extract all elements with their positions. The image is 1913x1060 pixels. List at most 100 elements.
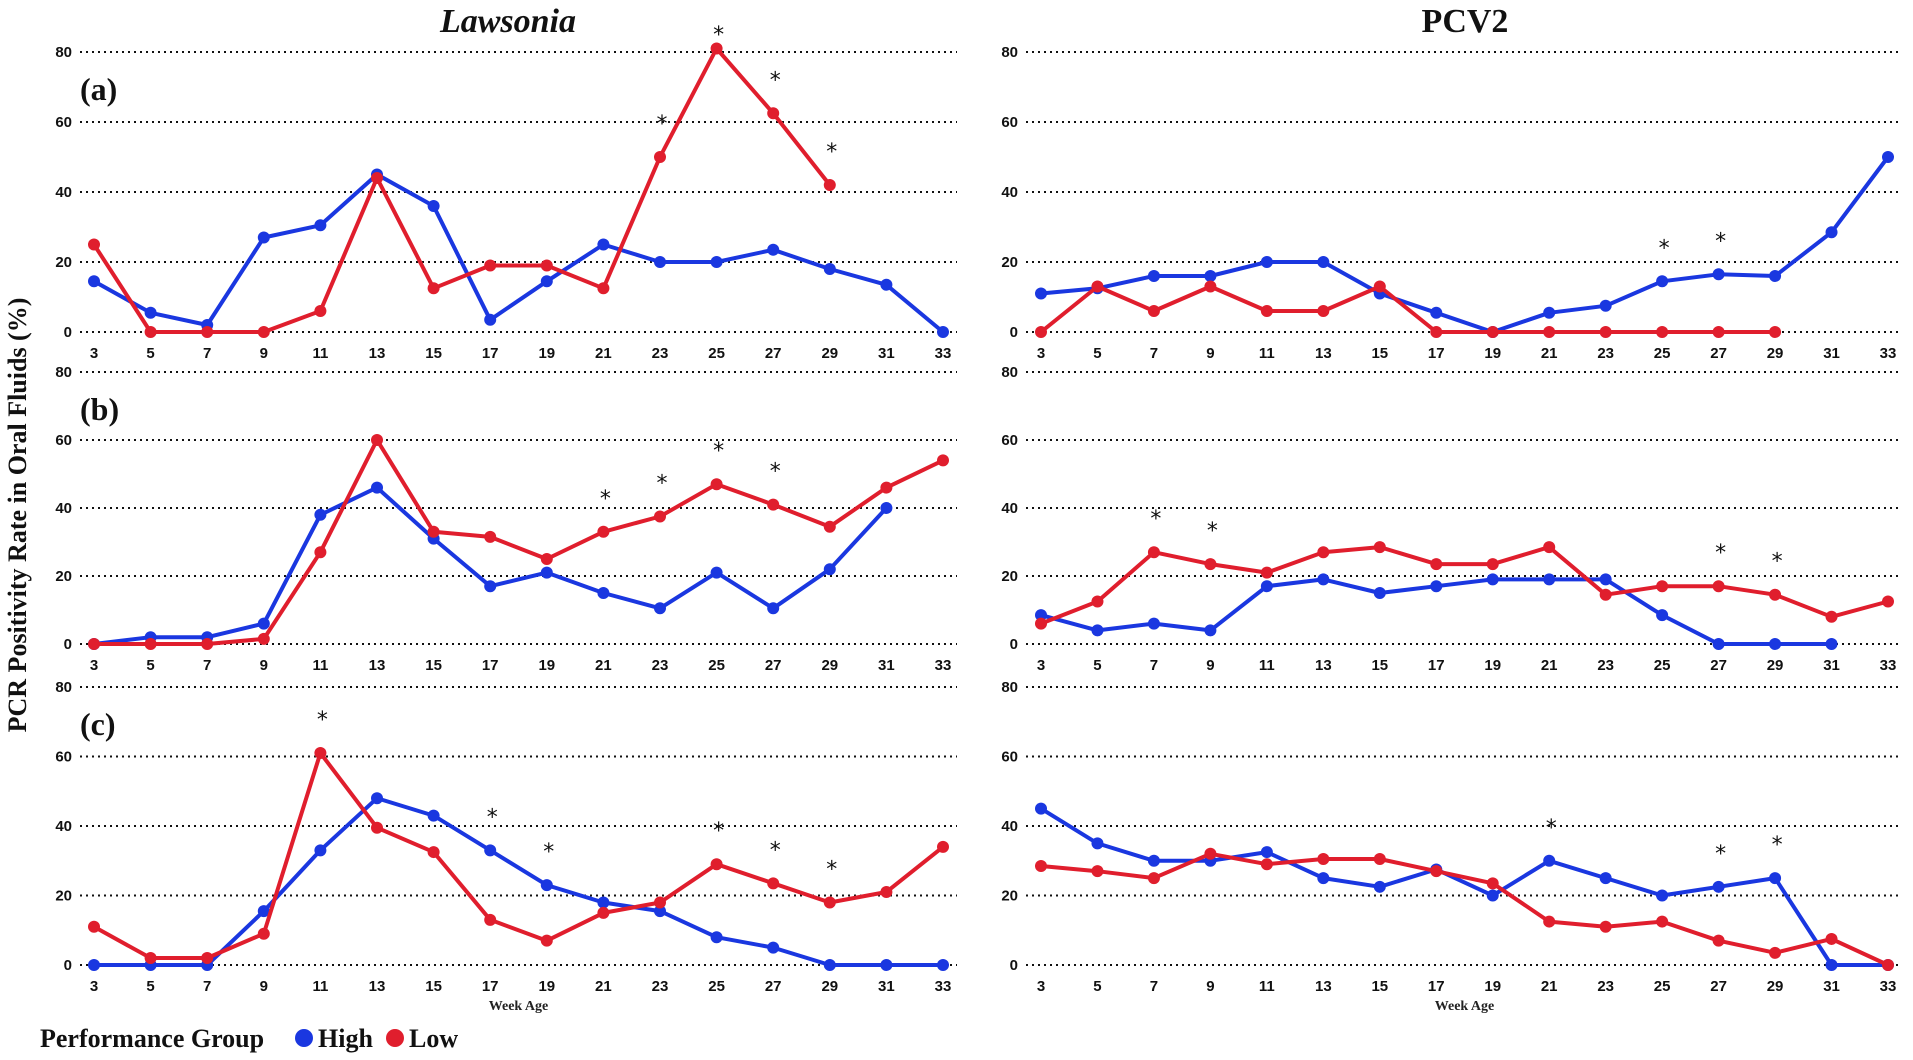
x-tick-label-5: 5 bbox=[146, 978, 154, 995]
point-low-week-25 bbox=[710, 42, 723, 55]
point-high-week-29 bbox=[1769, 270, 1782, 282]
point-low-week-27 bbox=[1712, 934, 1725, 947]
point-high-week-11 bbox=[1260, 580, 1273, 593]
point-low-week-17 bbox=[1430, 865, 1443, 878]
x-tick-label-5: 5 bbox=[1093, 345, 1101, 362]
point-low-week-33 bbox=[937, 454, 949, 467]
x-tick-label-3: 3 bbox=[90, 345, 98, 362]
significance-marker-week-29: * bbox=[826, 857, 837, 882]
point-low-week-29 bbox=[823, 179, 836, 191]
x-axis-label: Week Age bbox=[1435, 999, 1495, 1014]
point-high-week-25 bbox=[710, 256, 723, 268]
legend-high-marker bbox=[295, 1029, 313, 1047]
point-high-week-29 bbox=[1769, 638, 1782, 650]
x-tick-label-19: 19 bbox=[538, 657, 555, 674]
x-tick-label-29: 29 bbox=[821, 978, 838, 995]
y-tick-label-40: 40 bbox=[55, 500, 72, 517]
point-high-week-25 bbox=[710, 931, 723, 944]
y-tick-label-60: 60 bbox=[1001, 432, 1018, 449]
point-low-week-21 bbox=[597, 906, 610, 919]
x-tick-label-13: 13 bbox=[369, 657, 386, 674]
x-tick-label-3: 3 bbox=[90, 978, 98, 995]
point-low-week-21 bbox=[597, 525, 610, 538]
significance-marker-week-25: * bbox=[713, 23, 724, 48]
point-high-week-9 bbox=[257, 231, 270, 244]
significance-marker-week-27: * bbox=[1715, 541, 1726, 566]
x-tick-label-33: 33 bbox=[1880, 978, 1897, 995]
y-tick-label-40: 40 bbox=[55, 818, 72, 835]
point-low-week-7 bbox=[1147, 546, 1160, 559]
x-tick-label-13: 13 bbox=[369, 978, 386, 995]
point-high-week-25 bbox=[1656, 609, 1669, 622]
point-high-week-23 bbox=[654, 256, 666, 268]
y-tick-label-20: 20 bbox=[55, 888, 72, 905]
point-low-week-27 bbox=[1712, 580, 1725, 593]
point-low-week-13 bbox=[1317, 853, 1330, 866]
point-low-week-7 bbox=[201, 638, 214, 650]
point-low-week-25 bbox=[710, 478, 723, 491]
column-title-lawsonia: Lawsonia bbox=[439, 3, 576, 40]
y-tick-label-80: 80 bbox=[1001, 364, 1018, 381]
x-tick-label-13: 13 bbox=[1315, 978, 1332, 995]
panel-label: (a) bbox=[80, 71, 117, 107]
point-high-week-11 bbox=[1260, 256, 1273, 268]
x-tick-label-25: 25 bbox=[1654, 657, 1671, 674]
x-tick-label-7: 7 bbox=[203, 345, 211, 362]
y-tick-label-20: 20 bbox=[1001, 888, 1018, 905]
significance-marker-week-27: * bbox=[1715, 229, 1726, 254]
x-axis-label: Week Age bbox=[489, 999, 549, 1014]
point-low-week-31 bbox=[1825, 610, 1838, 623]
x-tick-label-23: 23 bbox=[1597, 345, 1614, 362]
point-high-week-17 bbox=[484, 844, 497, 857]
y-tick-label-0: 0 bbox=[1010, 957, 1018, 974]
point-high-week-33 bbox=[1882, 151, 1894, 163]
y-tick-label-60: 60 bbox=[1001, 114, 1018, 131]
x-tick-label-9: 9 bbox=[260, 978, 268, 995]
point-low-week-9 bbox=[1204, 558, 1217, 571]
x-tick-label-31: 31 bbox=[1823, 345, 1840, 362]
point-low-week-9 bbox=[1204, 847, 1217, 860]
point-low-week-3 bbox=[88, 920, 100, 933]
point-low-week-9 bbox=[1204, 280, 1217, 293]
point-high-week-31 bbox=[1825, 959, 1838, 971]
x-tick-label-3: 3 bbox=[90, 657, 98, 674]
point-low-week-15 bbox=[1373, 853, 1386, 866]
legend: Performance Group High Low bbox=[40, 1024, 458, 1053]
point-high-week-17 bbox=[484, 580, 497, 593]
y-tick-label-0: 0 bbox=[64, 636, 72, 653]
x-tick-label-21: 21 bbox=[1541, 978, 1558, 995]
x-tick-label-17: 17 bbox=[1428, 345, 1445, 362]
panel-label: (c) bbox=[80, 706, 116, 742]
series-line-high bbox=[94, 796, 943, 967]
point-high-week-25 bbox=[1656, 275, 1669, 288]
point-high-week-3 bbox=[1035, 802, 1047, 815]
point-high-week-5 bbox=[1091, 624, 1104, 637]
point-high-week-11 bbox=[1260, 846, 1273, 859]
point-low-week-3 bbox=[1035, 859, 1047, 872]
x-tick-label-9: 9 bbox=[1206, 657, 1214, 674]
point-low-week-15 bbox=[427, 846, 440, 859]
x-tick-label-5: 5 bbox=[1093, 978, 1101, 995]
point-low-week-3 bbox=[88, 638, 100, 650]
point-high-week-9 bbox=[257, 617, 270, 630]
x-tick-label-7: 7 bbox=[1150, 345, 1158, 362]
point-high-week-31 bbox=[1825, 638, 1838, 650]
point-high-week-27 bbox=[767, 941, 780, 954]
significance-marker-week-25: * bbox=[713, 819, 724, 844]
point-low-week-19 bbox=[1486, 877, 1499, 890]
x-tick-label-19: 19 bbox=[1484, 657, 1501, 674]
x-tick-label-11: 11 bbox=[1259, 978, 1275, 995]
point-high-week-7 bbox=[1147, 270, 1160, 282]
x-tick-label-21: 21 bbox=[1541, 657, 1558, 674]
column-title-pcv2: PCV2 bbox=[1422, 3, 1509, 40]
point-low-week-27 bbox=[767, 877, 780, 890]
point-low-week-9 bbox=[257, 326, 270, 338]
point-low-week-13 bbox=[1317, 305, 1330, 317]
x-tick-label-17: 17 bbox=[482, 345, 499, 362]
point-high-week-13 bbox=[1317, 573, 1330, 586]
x-tick-label-33: 33 bbox=[935, 978, 952, 995]
chart-panel-1: 0 20 40 60 80 3 5 7 9 11 13 15 17 19 21 23 25 27 29 31 33 (a)… bbox=[55, 23, 957, 362]
point-high-week-3 bbox=[1035, 609, 1047, 622]
x-tick-label-15: 15 bbox=[1371, 978, 1388, 995]
series-line-low bbox=[93, 751, 945, 960]
